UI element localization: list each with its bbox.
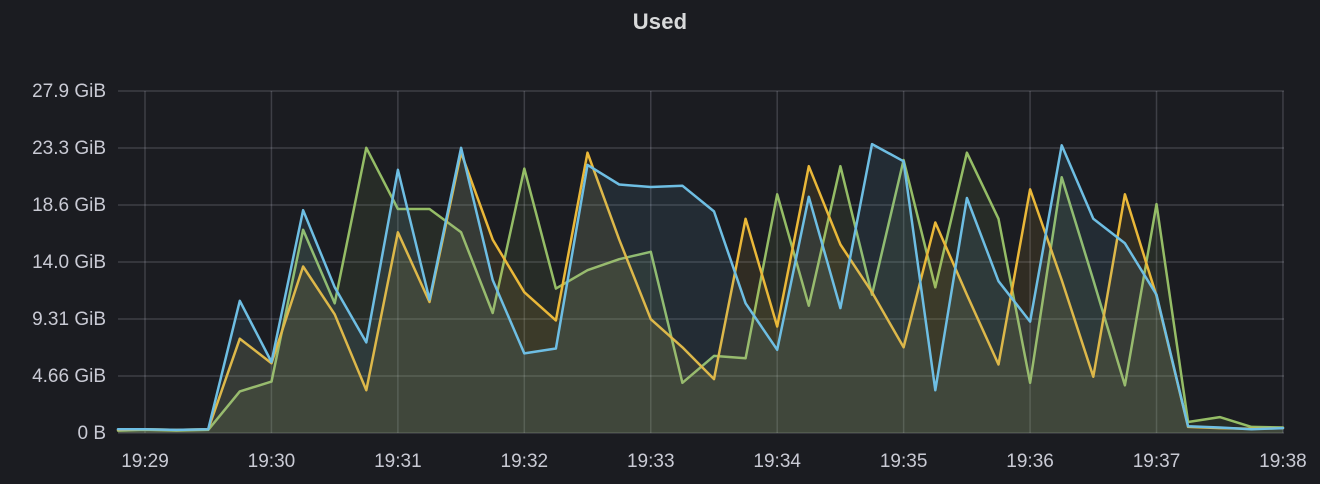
x-axis-tick-label: 19:32 bbox=[501, 451, 549, 472]
x-axis-tick-label: 19:38 bbox=[1259, 451, 1307, 472]
grid: 27.9 GiB 23.3 GiB 18.6 GiB 14.0 GiB 9.31 GiB… bbox=[32, 81, 1307, 472]
x-axis-tick-label: 19:36 bbox=[1006, 451, 1054, 472]
y-axis-tick-label: 14.0 GiB bbox=[32, 252, 106, 273]
series-green-line[interactable] bbox=[116, 146, 1285, 432]
series-yellow-line[interactable] bbox=[116, 151, 1285, 432]
series-yellow-fill bbox=[118, 152, 1283, 433]
y-axis-tick-label: 18.6 GiB bbox=[32, 195, 106, 216]
x-axis-tick-label: 19:33 bbox=[627, 451, 675, 472]
y-axis-tick-label: 27.9 GiB bbox=[32, 81, 106, 102]
y-axis-tick-label: 9.31 GiB bbox=[32, 309, 106, 330]
x-axis-tick-label: 19:31 bbox=[374, 451, 422, 472]
series-yellow bbox=[116, 151, 1285, 433]
x-axis-tick-label: 19:37 bbox=[1133, 451, 1181, 472]
panel-title[interactable]: Used bbox=[632, 9, 688, 34]
y-axis-tick-label: 0 B bbox=[77, 423, 106, 444]
y-axis-tick-label: 4.66 GiB bbox=[32, 366, 106, 387]
series-blue-fill bbox=[118, 144, 1283, 433]
y-axis-tick-label: 23.3 GiB bbox=[32, 138, 106, 159]
x-axis-tick-label: 19:34 bbox=[753, 451, 801, 472]
x-axis-tick-label: 19:35 bbox=[880, 451, 928, 472]
series-blue-line[interactable] bbox=[116, 142, 1285, 432]
x-axis-tick-label: 19:30 bbox=[248, 451, 296, 472]
panel-header[interactable]: Used bbox=[0, 0, 1320, 44]
series-blue bbox=[116, 142, 1285, 433]
x-axis-tick-label: 19:29 bbox=[121, 451, 169, 472]
